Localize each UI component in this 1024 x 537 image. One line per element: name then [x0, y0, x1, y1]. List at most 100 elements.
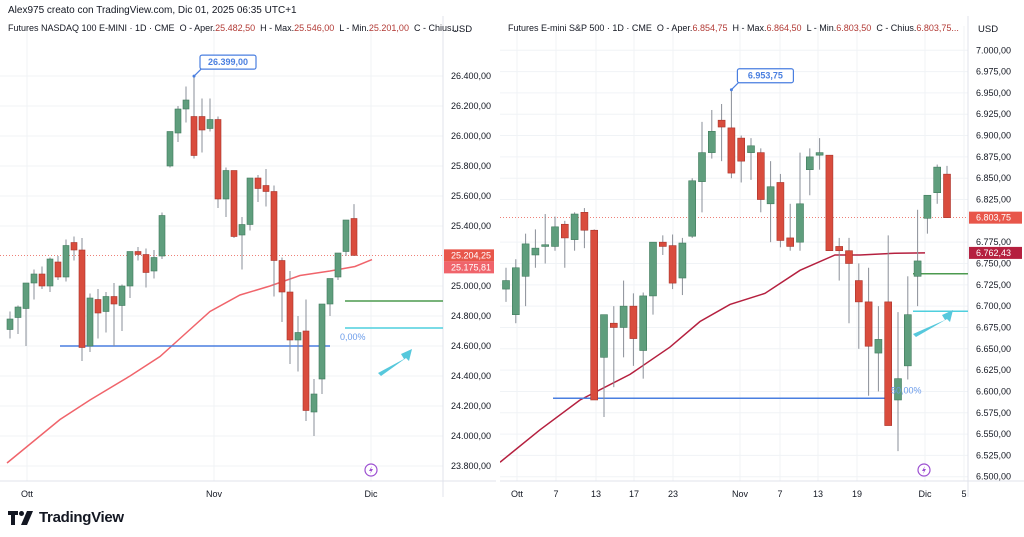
y-axis-tick: 26.000,00	[451, 131, 491, 141]
x-axis-tick: Ott	[511, 489, 524, 497]
candle	[805, 148, 814, 196]
candle	[825, 154, 834, 252]
fib-level-label: 50,00%	[891, 385, 922, 395]
candle	[708, 109, 716, 159]
candle	[688, 178, 696, 238]
tradingview-logo-icon	[8, 510, 33, 525]
candle	[126, 251, 134, 298]
candle	[619, 280, 628, 358]
price-label-badge	[969, 246, 1022, 259]
x-axis-tick: 17	[629, 489, 639, 497]
candle	[541, 214, 550, 264]
y-axis-tick: 6.900,00	[976, 131, 1011, 141]
price-label-text: 6.803,75	[976, 213, 1011, 223]
symbol-title[interactable]: Futures E-mini S&P 500 · 1D · CME	[508, 23, 652, 33]
y-axis-tick: 26.400,00	[451, 71, 491, 81]
y-axis-tick: 6.725,00	[976, 280, 1011, 290]
y-axis-tick: 6.700,00	[976, 301, 1011, 311]
candle	[531, 229, 540, 268]
y-axis-tick: 24.200,00	[451, 401, 491, 411]
price-label-badge	[444, 249, 494, 262]
candle	[318, 303, 326, 394]
y-axis-tick: 6.925,00	[976, 109, 1011, 119]
y-axis-tick: 6.750,00	[976, 259, 1011, 269]
candle	[923, 194, 932, 234]
x-axis-tick: 19	[852, 489, 862, 497]
y-axis-tick: 24.400,00	[451, 371, 491, 381]
y-axis-tick: 24.600,00	[451, 341, 491, 351]
sp500-chart-panel[interactable]: 50,00% 6.953,75 7.000,00 6.975,00 6.950,00 6.…	[500, 16, 1024, 497]
high-price-callout	[199, 54, 257, 70]
y-axis-tick: 6.775,00	[976, 237, 1011, 247]
candle	[933, 164, 942, 204]
nasdaq-chart-panel[interactable]: 0,00% 26.399,00 26.400,00 26.200,00 26.000,0…	[0, 16, 496, 497]
y-axis-tick: 6.975,00	[976, 67, 1011, 77]
nasdaq-ohlc-legend: Futures NASDAQ 100 E-MINI · 1D · CME O -…	[8, 23, 462, 33]
candle	[590, 229, 598, 401]
candle	[512, 259, 520, 324]
x-axis-tick: Dic	[365, 489, 378, 497]
nasdaq-candlestick-chart[interactable]: 0,00% 26.399,00 26.400,00 26.200,00 26.000,0…	[0, 16, 496, 497]
candle	[286, 271, 294, 364]
candle	[845, 237, 853, 324]
y-axis-tick: 25.600,00	[451, 191, 491, 201]
sp500-ohlc-legend: Futures E-mini S&P 500 · 1D · CME O - Ap…	[508, 23, 959, 33]
candle	[278, 257, 286, 322]
candle	[659, 235, 667, 255]
candle	[142, 248, 150, 288]
candle	[150, 250, 158, 279]
x-axis-tick: 7	[777, 489, 782, 497]
y-axis-tick: 6.875,00	[976, 152, 1011, 162]
y-axis-tick: 7.000,00	[976, 45, 1011, 55]
moving-average-line	[500, 252, 926, 463]
tradingview-logo[interactable]: TradingView	[8, 509, 124, 526]
brand-name: TradingView	[39, 509, 124, 526]
y-axis-tick: 23.800,00	[451, 461, 491, 471]
currency-label[interactable]: USD	[452, 24, 473, 35]
candle	[86, 293, 94, 352]
candle	[943, 165, 951, 218]
candle	[214, 116, 222, 208]
x-axis-tick: 5	[961, 489, 966, 497]
candle	[118, 284, 126, 331]
x-axis-tick: Dic	[919, 489, 932, 497]
y-axis-tick: 26.200,00	[451, 101, 491, 111]
y-axis-tick: 25.400,00	[451, 221, 491, 231]
candle	[580, 208, 589, 249]
svg-text:26.399,00: 26.399,00	[208, 57, 248, 67]
candle	[521, 233, 530, 307]
candle	[874, 306, 883, 392]
symbol-title[interactable]: Futures NASDAQ 100 E-MINI · 1D · CME	[8, 23, 175, 33]
y-axis-tick: 6.550,00	[976, 429, 1011, 439]
x-axis-tick: 13	[813, 489, 823, 497]
candle	[747, 138, 755, 180]
price-label-text: 25.175,81	[451, 262, 491, 272]
y-axis-tick: 6.500,00	[976, 472, 1011, 482]
candle	[678, 237, 687, 296]
sp500-candlestick-chart[interactable]: 50,00% 6.953,75 7.000,00 6.975,00 6.950,00 6.…	[500, 16, 1024, 497]
y-axis-tick: 6.625,00	[976, 365, 1011, 375]
candle	[238, 217, 246, 270]
candle	[570, 212, 579, 251]
candle	[62, 239, 70, 282]
candle	[326, 278, 334, 316]
candle	[310, 379, 318, 436]
candle	[110, 283, 118, 346]
price-label-badge	[444, 261, 494, 274]
candle	[174, 106, 182, 142]
candle	[6, 311, 14, 339]
candle	[786, 203, 795, 251]
price-label-text: 25.204,25	[451, 250, 491, 260]
candle	[254, 175, 262, 202]
currency-label[interactable]: USD	[978, 24, 999, 35]
y-axis-tick: 6.675,00	[976, 322, 1011, 332]
candle	[894, 312, 902, 452]
candle	[776, 173, 785, 248]
candle	[502, 267, 510, 302]
candle	[182, 86, 190, 123]
candle	[230, 170, 238, 238]
moving-average-line	[6, 258, 373, 464]
high-price-callout	[736, 68, 794, 84]
y-axis-tick: 24.800,00	[451, 311, 491, 321]
candle	[727, 89, 736, 179]
